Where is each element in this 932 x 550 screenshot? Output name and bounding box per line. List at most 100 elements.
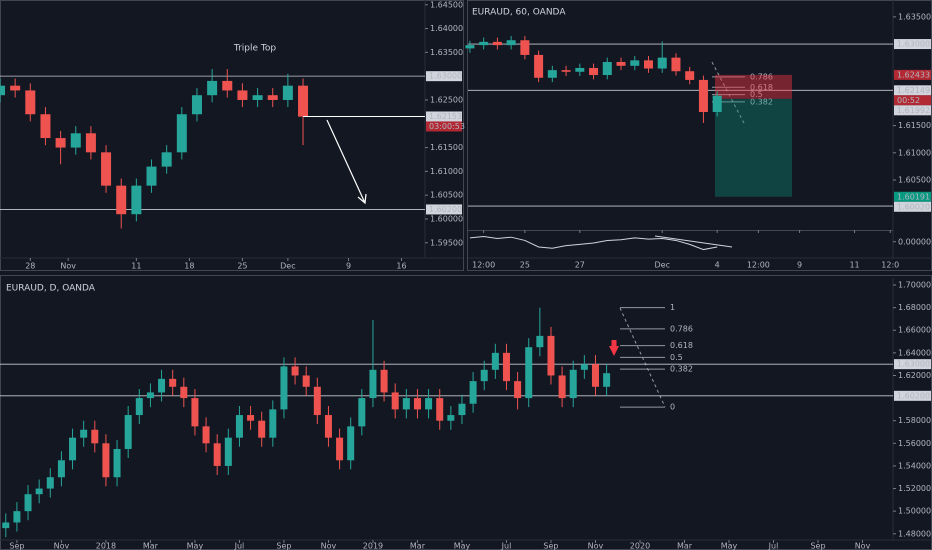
candle-body bbox=[113, 448, 121, 478]
candle-body bbox=[282, 85, 293, 100]
candle-body bbox=[70, 133, 81, 148]
y-tick-label: 1.60000 bbox=[430, 214, 463, 223]
candle-body bbox=[146, 166, 157, 186]
x-tick-label: 9 bbox=[346, 262, 351, 271]
annotation: Triple Top bbox=[233, 44, 276, 54]
candle-body bbox=[336, 437, 344, 461]
x-tick-label: 2019 bbox=[363, 542, 383, 550]
candle-body bbox=[180, 386, 188, 399]
candle-body bbox=[380, 369, 388, 393]
y-tick-label: 1.61500 bbox=[430, 143, 463, 152]
price-tag bbox=[894, 85, 931, 96]
y-tick-label: 1.63500 bbox=[430, 48, 463, 57]
candle-body bbox=[602, 61, 612, 76]
price-tag-label: 00:52 bbox=[897, 96, 920, 105]
candle-body bbox=[237, 90, 248, 100]
x-tick-label: 4 bbox=[715, 261, 720, 270]
candle-body bbox=[40, 114, 51, 139]
candle-body bbox=[69, 437, 77, 461]
price-tag-label: 1.60200 bbox=[897, 391, 930, 400]
y-tick-label: 1.64000 bbox=[430, 24, 463, 33]
y-tick-label: 1.62500 bbox=[430, 95, 463, 104]
x-tick-label: Sep bbox=[9, 542, 24, 550]
x-tick-label: May bbox=[454, 542, 471, 550]
x-tick-label: Nov bbox=[54, 542, 70, 550]
y-tick-label: 1.56000 bbox=[898, 439, 931, 448]
candle-body bbox=[235, 415, 243, 438]
candle-body bbox=[135, 398, 143, 416]
arrow-shaft bbox=[326, 119, 366, 204]
x-tick-label: 25 bbox=[520, 261, 530, 270]
price-tag-label: 1.60200 bbox=[429, 205, 462, 214]
x-tick-label: Nov bbox=[855, 542, 871, 550]
y-tick-label: 1.64000 bbox=[898, 348, 931, 357]
y-tick-label: 1.59500 bbox=[430, 238, 463, 247]
candle-body bbox=[302, 375, 310, 387]
candle-body bbox=[534, 54, 544, 78]
candle-body bbox=[91, 429, 99, 444]
candle-body bbox=[25, 90, 36, 115]
x-tick-label: 12:00 bbox=[472, 261, 495, 270]
price-tag-label: 1.62433 bbox=[897, 70, 930, 79]
candle-body bbox=[146, 392, 154, 399]
candle-body bbox=[491, 352, 499, 370]
fib-label: 0.786 bbox=[670, 324, 693, 333]
y-tick-label: 1.61000 bbox=[898, 148, 931, 157]
y-tick-label: 1.66000 bbox=[898, 326, 931, 335]
candle-body bbox=[575, 67, 585, 72]
candle-body bbox=[502, 352, 510, 382]
price-tag-label: 1.60020 bbox=[897, 202, 930, 211]
x-tick-label: Sep bbox=[276, 542, 291, 550]
candle-body bbox=[313, 386, 321, 416]
price-tag bbox=[894, 95, 931, 106]
x-tick-label: 12:0 bbox=[881, 261, 899, 270]
candle-body bbox=[436, 398, 444, 421]
candle-body bbox=[176, 114, 187, 153]
candle-body bbox=[616, 61, 626, 66]
x-tick-label: Mar bbox=[677, 542, 693, 550]
candle-body bbox=[131, 185, 142, 215]
fib-label: 0.5 bbox=[670, 353, 683, 362]
x-tick-label: 9 bbox=[797, 261, 802, 270]
fib-label: 0.382 bbox=[670, 365, 693, 374]
price-tag-label: 1.61992 bbox=[897, 106, 930, 115]
y-tick-label: 1.61000 bbox=[430, 167, 463, 176]
candle-body bbox=[298, 85, 309, 117]
price-tag-label: 1.63000 bbox=[897, 360, 930, 369]
candle-body bbox=[161, 152, 172, 167]
candle-body bbox=[85, 133, 96, 153]
x-tick-label: 11 bbox=[131, 262, 141, 271]
y-tick-label: 1.70000 bbox=[898, 281, 931, 290]
candle-body bbox=[101, 152, 112, 186]
x-tick-label: Jul bbox=[501, 542, 512, 550]
y-tick-label: 1.63500 bbox=[898, 12, 931, 21]
candle-body bbox=[124, 415, 132, 449]
candle-body bbox=[224, 437, 232, 466]
candle-body bbox=[24, 494, 32, 512]
candle-body bbox=[0, 85, 5, 96]
candle-body bbox=[536, 335, 544, 348]
y-tick-label: 0.00000 bbox=[898, 237, 931, 246]
candle-body bbox=[712, 95, 722, 113]
candle-body bbox=[547, 70, 557, 78]
candle-body bbox=[547, 335, 555, 376]
candle-body bbox=[402, 398, 410, 410]
y-tick-label: 1.61500 bbox=[898, 121, 931, 130]
x-tick-label: 2020 bbox=[630, 542, 650, 550]
x-tick-label: 2018 bbox=[96, 542, 116, 550]
price-tag-label: 1.62153 bbox=[429, 112, 462, 121]
candle-body bbox=[247, 415, 255, 421]
x-tick-label: Mar bbox=[410, 542, 426, 550]
candle-body bbox=[2, 522, 10, 529]
candle-body bbox=[458, 403, 466, 416]
candle-body bbox=[267, 95, 278, 100]
drawing-arrow bbox=[326, 119, 367, 205]
x-tick-label: Jul bbox=[768, 542, 779, 550]
candle-body bbox=[291, 366, 299, 376]
candle-body bbox=[55, 138, 66, 148]
x-tick-label: Nov bbox=[588, 542, 604, 550]
candle-body bbox=[258, 420, 266, 438]
price-tag-label: 1.62149 bbox=[897, 86, 930, 95]
candle-body bbox=[465, 45, 475, 49]
x-tick-label: 18 bbox=[184, 262, 194, 271]
